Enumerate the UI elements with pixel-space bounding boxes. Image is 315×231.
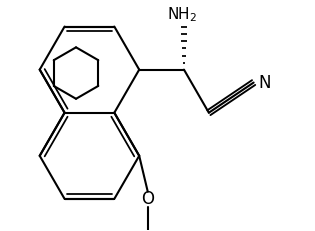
Text: N: N [258, 73, 270, 91]
Text: O: O [141, 190, 154, 208]
Text: NH$_2$: NH$_2$ [168, 6, 198, 24]
